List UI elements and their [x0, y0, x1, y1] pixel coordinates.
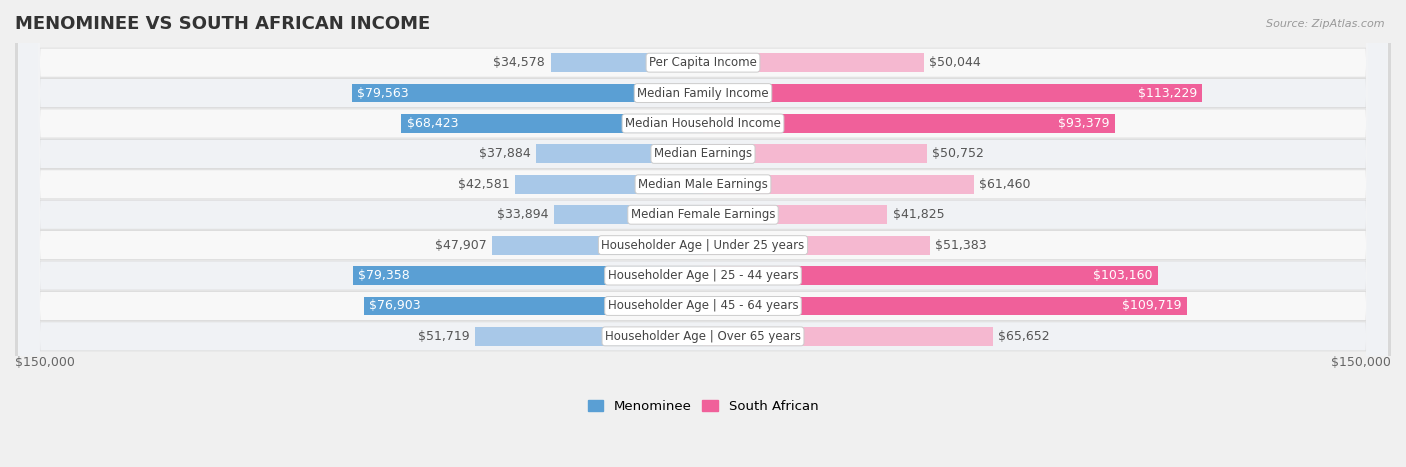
Text: $113,229: $113,229	[1137, 86, 1197, 99]
FancyBboxPatch shape	[18, 0, 1388, 467]
Text: $34,578: $34,578	[494, 56, 546, 69]
Text: Householder Age | 45 - 64 years: Householder Age | 45 - 64 years	[607, 299, 799, 312]
FancyBboxPatch shape	[15, 0, 1391, 467]
Text: $61,460: $61,460	[980, 178, 1031, 191]
Bar	[551, 53, 703, 72]
Text: Householder Age | Under 25 years: Householder Age | Under 25 years	[602, 239, 804, 252]
Text: $150,000: $150,000	[15, 356, 75, 369]
Text: $79,358: $79,358	[359, 269, 411, 282]
Text: Source: ZipAtlas.com: Source: ZipAtlas.com	[1267, 19, 1385, 28]
Bar	[703, 327, 993, 346]
Bar	[703, 236, 929, 255]
Text: $109,719: $109,719	[1122, 299, 1181, 312]
Bar	[703, 205, 887, 224]
Text: $93,379: $93,379	[1059, 117, 1109, 130]
Bar	[475, 327, 703, 346]
FancyBboxPatch shape	[18, 0, 1388, 467]
FancyBboxPatch shape	[15, 0, 1391, 467]
FancyBboxPatch shape	[18, 0, 1388, 467]
FancyBboxPatch shape	[15, 0, 1391, 467]
Bar	[492, 236, 703, 255]
Text: MENOMINEE VS SOUTH AFRICAN INCOME: MENOMINEE VS SOUTH AFRICAN INCOME	[15, 15, 430, 33]
Text: $33,894: $33,894	[496, 208, 548, 221]
FancyBboxPatch shape	[18, 0, 1388, 467]
Bar	[703, 84, 1202, 102]
Text: $79,563: $79,563	[357, 86, 409, 99]
Bar	[352, 84, 703, 102]
Bar	[353, 266, 703, 285]
Bar	[703, 144, 927, 163]
Bar	[401, 114, 703, 133]
Text: Median Household Income: Median Household Income	[626, 117, 780, 130]
FancyBboxPatch shape	[15, 0, 1391, 467]
Text: Median Earnings: Median Earnings	[654, 148, 752, 160]
Text: $50,044: $50,044	[929, 56, 981, 69]
FancyBboxPatch shape	[18, 0, 1388, 467]
Bar	[364, 297, 703, 315]
Text: $51,383: $51,383	[935, 239, 987, 252]
Text: Householder Age | Over 65 years: Householder Age | Over 65 years	[605, 330, 801, 343]
FancyBboxPatch shape	[18, 0, 1388, 467]
FancyBboxPatch shape	[18, 0, 1388, 467]
FancyBboxPatch shape	[15, 0, 1391, 467]
Legend: Menominee, South African: Menominee, South African	[582, 395, 824, 418]
Text: $37,884: $37,884	[479, 148, 530, 160]
Bar	[703, 53, 924, 72]
FancyBboxPatch shape	[15, 0, 1391, 467]
Text: Per Capita Income: Per Capita Income	[650, 56, 756, 69]
FancyBboxPatch shape	[18, 0, 1388, 467]
FancyBboxPatch shape	[15, 0, 1391, 467]
Text: $47,907: $47,907	[434, 239, 486, 252]
FancyBboxPatch shape	[18, 0, 1388, 467]
Bar	[515, 175, 703, 194]
Bar	[703, 266, 1159, 285]
Text: $76,903: $76,903	[370, 299, 420, 312]
Text: $68,423: $68,423	[406, 117, 458, 130]
Bar	[703, 297, 1187, 315]
Text: $51,719: $51,719	[418, 330, 470, 343]
Bar	[554, 205, 703, 224]
Text: Median Family Income: Median Family Income	[637, 86, 769, 99]
Text: $103,160: $103,160	[1094, 269, 1153, 282]
Text: $42,581: $42,581	[458, 178, 510, 191]
Text: $50,752: $50,752	[932, 148, 984, 160]
Text: Median Female Earnings: Median Female Earnings	[631, 208, 775, 221]
FancyBboxPatch shape	[15, 0, 1391, 467]
Bar	[703, 175, 974, 194]
FancyBboxPatch shape	[15, 0, 1391, 467]
Text: $150,000: $150,000	[1331, 356, 1391, 369]
Bar	[536, 144, 703, 163]
Text: Median Male Earnings: Median Male Earnings	[638, 178, 768, 191]
Text: Householder Age | 25 - 44 years: Householder Age | 25 - 44 years	[607, 269, 799, 282]
Bar	[703, 114, 1115, 133]
Text: $41,825: $41,825	[893, 208, 945, 221]
Text: $65,652: $65,652	[998, 330, 1049, 343]
FancyBboxPatch shape	[18, 0, 1388, 467]
FancyBboxPatch shape	[15, 0, 1391, 467]
